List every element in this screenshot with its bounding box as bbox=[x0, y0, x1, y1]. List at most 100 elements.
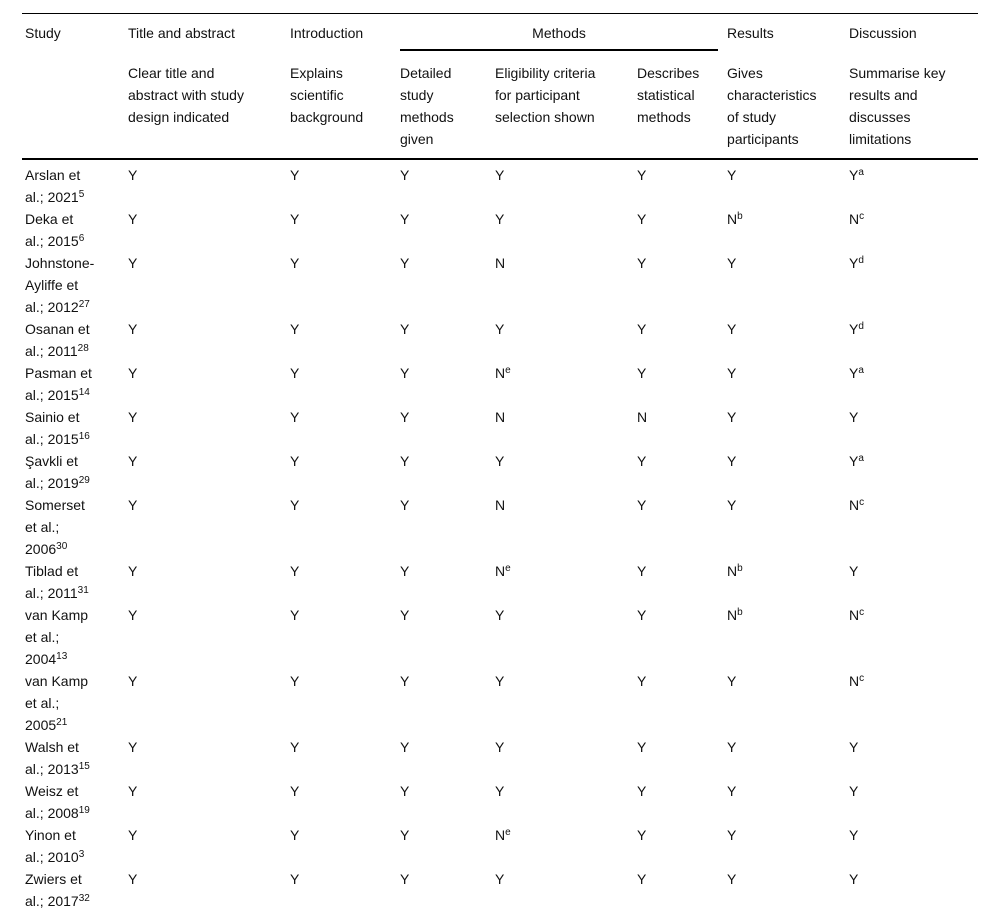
cell-methods-eligibility: N bbox=[495, 255, 506, 271]
table-row: Şavkli et al.; 201929 Y Y Y Y Y Y Ya bbox=[22, 450, 978, 494]
cell-methods-eligibility: Ne bbox=[495, 365, 511, 381]
footnote-marker: b bbox=[737, 211, 743, 222]
cell-introduction: Y bbox=[290, 365, 300, 381]
subheader-results: Gives characteristics of study participa… bbox=[727, 51, 850, 160]
footnote-marker: 19 bbox=[78, 805, 90, 816]
cell-methods-detailed: Y bbox=[400, 255, 410, 271]
cell-methods-detailed: Y bbox=[400, 321, 410, 337]
cell-methods-detailed: Y bbox=[400, 497, 410, 513]
cell-study: van Kamp et al.; 200521 bbox=[25, 673, 89, 733]
cell-methods-statistics: Y bbox=[637, 827, 647, 843]
cell-study: Yinon et al.; 20103 bbox=[25, 827, 85, 865]
cell-methods-statistics: Y bbox=[637, 255, 647, 271]
cell-methods-detailed: Y bbox=[400, 453, 410, 469]
cell-results: Y bbox=[727, 255, 737, 271]
footnote-marker: b bbox=[737, 563, 743, 574]
cell-study: Somerset et al.; 200630 bbox=[25, 497, 85, 557]
cell-methods-eligibility: N bbox=[495, 497, 506, 513]
subheader-study-empty bbox=[22, 51, 128, 160]
column-header-results: Results bbox=[727, 13, 850, 51]
footnote-marker: 14 bbox=[78, 387, 90, 398]
cell-title-abstract: Y bbox=[128, 563, 138, 579]
cell-study: Sainio et al.; 201516 bbox=[25, 409, 90, 447]
cell-methods-eligibility: Y bbox=[495, 321, 505, 337]
cell-results: Y bbox=[727, 673, 737, 689]
cell-methods-statistics: Y bbox=[637, 563, 647, 579]
cell-introduction: Y bbox=[290, 255, 300, 271]
cell-methods-eligibility: Y bbox=[495, 673, 505, 689]
cell-discussion: Yd bbox=[849, 321, 864, 337]
cell-introduction: Y bbox=[290, 783, 300, 799]
table-header: Study Title and abstract Introduction Me… bbox=[22, 13, 979, 160]
cell-discussion: Yd bbox=[849, 255, 864, 271]
cell-methods-eligibility: Y bbox=[495, 739, 505, 755]
cell-results: Y bbox=[727, 871, 737, 887]
cell-methods-statistics: N bbox=[637, 409, 648, 425]
cell-study: Arslan et al.; 20215 bbox=[25, 167, 85, 205]
table-row: Arslan et al.; 20215 Y Y Y Y Y Y Ya bbox=[22, 159, 978, 208]
cell-discussion: Y bbox=[849, 827, 859, 843]
footnote-marker: c bbox=[859, 607, 865, 618]
cell-methods-statistics: Y bbox=[637, 783, 647, 799]
cell-discussion: Y bbox=[849, 739, 859, 755]
cell-methods-detailed: Y bbox=[400, 673, 410, 689]
cell-results: Y bbox=[727, 321, 737, 337]
table-body: Arslan et al.; 20215 Y Y Y Y Y Y Ya Deka et al.; 2… bbox=[22, 159, 978, 910]
cell-methods-statistics: Y bbox=[637, 607, 647, 623]
footnote-marker: 5 bbox=[78, 189, 85, 200]
cell-study: Walsh et al.; 201315 bbox=[25, 739, 90, 777]
column-header-methods: Methods bbox=[400, 13, 728, 51]
table-row: Walsh et al.; 201315 Y Y Y Y Y Y Y bbox=[22, 736, 978, 780]
subheader-methods-eligibility: Eligibility criteria for participant sel… bbox=[495, 51, 637, 160]
cell-study: Zwiers et al.; 201732 bbox=[25, 871, 90, 909]
cell-introduction: Y bbox=[290, 167, 300, 183]
cell-introduction: Y bbox=[290, 607, 300, 623]
table-row: Tiblad et al.; 201131 Y Y Y Ne Y Nb Y bbox=[22, 560, 978, 604]
footnote-marker: e bbox=[505, 827, 511, 838]
cell-methods-eligibility: Y bbox=[495, 607, 505, 623]
cell-methods-eligibility: Ne bbox=[495, 563, 511, 579]
cell-results: Y bbox=[727, 167, 737, 183]
footnote-marker: a bbox=[858, 167, 864, 178]
column-header-discussion: Discussion bbox=[849, 13, 979, 51]
cell-methods-detailed: Y bbox=[400, 783, 410, 799]
cell-title-abstract: Y bbox=[128, 871, 138, 887]
cell-methods-eligibility: Y bbox=[495, 211, 505, 227]
cell-methods-eligibility: Y bbox=[495, 167, 505, 183]
cell-study: Weisz et al.; 200819 bbox=[25, 783, 90, 821]
footnote-marker: 21 bbox=[56, 717, 68, 728]
cell-discussion: Nc bbox=[849, 673, 865, 689]
cell-methods-detailed: Y bbox=[400, 365, 410, 381]
cell-introduction: Y bbox=[290, 871, 300, 887]
cell-introduction: Y bbox=[290, 827, 300, 843]
cell-title-abstract: Y bbox=[128, 365, 138, 381]
cell-title-abstract: Y bbox=[128, 607, 138, 623]
cell-discussion: Ya bbox=[849, 167, 864, 183]
cell-methods-eligibility: N bbox=[495, 409, 506, 425]
footnote-marker: d bbox=[858, 321, 864, 332]
footnote-marker: 6 bbox=[78, 233, 85, 244]
cell-discussion: Nc bbox=[849, 607, 865, 623]
footnote-marker: c bbox=[859, 497, 865, 508]
cell-title-abstract: Y bbox=[128, 321, 138, 337]
cell-methods-statistics: Y bbox=[637, 365, 647, 381]
footnote-marker: 27 bbox=[78, 299, 90, 310]
cell-methods-detailed: Y bbox=[400, 827, 410, 843]
cell-methods-statistics: Y bbox=[637, 211, 647, 227]
cell-introduction: Y bbox=[290, 673, 300, 689]
subheader-methods-statistics: Describes statistical methods bbox=[637, 51, 728, 160]
cell-discussion: Ya bbox=[849, 453, 864, 469]
cell-methods-statistics: Y bbox=[637, 497, 647, 513]
cell-methods-detailed: Y bbox=[400, 739, 410, 755]
cell-methods-statistics: Y bbox=[637, 871, 647, 887]
subheader-introduction: Explains scientific background bbox=[290, 51, 400, 160]
header-sub-row: Clear title and abstract with study desi… bbox=[22, 51, 979, 160]
footnote-marker: 31 bbox=[77, 585, 89, 596]
cell-methods-detailed: Y bbox=[400, 563, 410, 579]
table-row: Sainio et al.; 201516 Y Y Y N N Y Y bbox=[22, 406, 978, 450]
cell-discussion: Nc bbox=[849, 497, 865, 513]
cell-methods-statistics: Y bbox=[637, 673, 647, 689]
cell-results: Y bbox=[727, 409, 737, 425]
footnote-marker: 3 bbox=[78, 849, 85, 860]
table-row: Johnstone- Ayliffe et al.; 201227 Y Y Y N Y Y Yd bbox=[22, 252, 978, 318]
